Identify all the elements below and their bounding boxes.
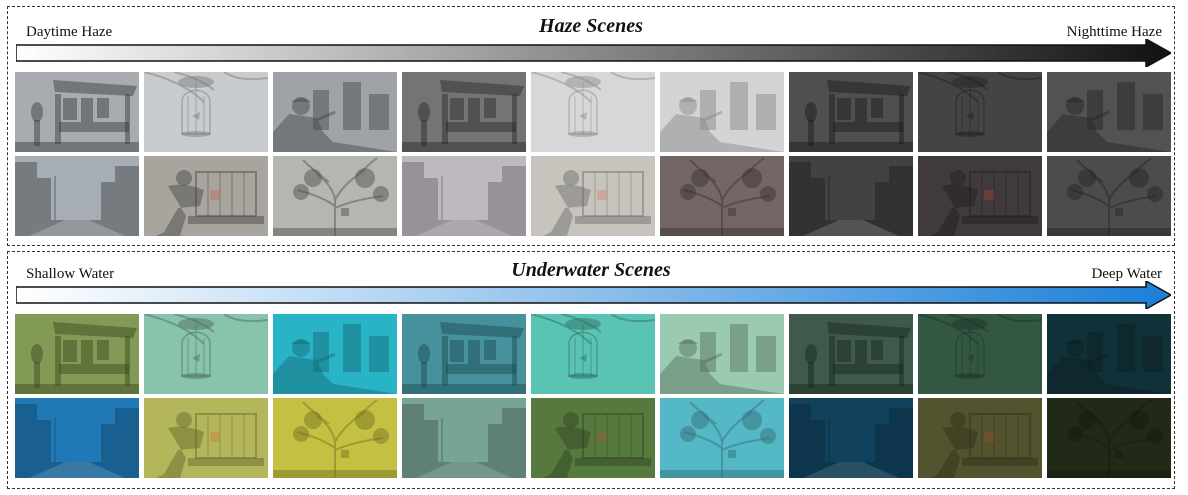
haze-image-1-3 [273, 72, 397, 152]
underwater-image-1-9 [1047, 314, 1171, 394]
underwater-image-2-7 [789, 398, 913, 478]
haze-image-2-8 [918, 156, 1042, 236]
haze-image-1-7 [789, 72, 913, 152]
underwater-image-2-2 [144, 398, 268, 478]
underwater-image-2-1 [15, 398, 139, 478]
underwater-image-1-1 [15, 314, 139, 394]
underwater-image-2-9 [1047, 398, 1171, 478]
underwater-image-1-2 [144, 314, 268, 394]
underwater-image-1-5 [531, 314, 655, 394]
haze-right-label: Nighttime Haze [1066, 24, 1162, 40]
underwater-image-2-5 [531, 398, 655, 478]
underwater-image-1-4 [402, 314, 526, 394]
underwater-scenes-panel: Underwater Scenes Shallow Water Deep Wat… [7, 251, 1175, 489]
water-right-label: Deep Water [1091, 266, 1162, 282]
underwater-row-2 [15, 398, 1171, 478]
underwater-title: Underwater Scenes [511, 259, 671, 281]
haze-image-1-2 [144, 72, 268, 152]
haze-image-1-6 [660, 72, 784, 152]
underwater-image-1-6 [660, 314, 784, 394]
underwater-image-1-3 [273, 314, 397, 394]
haze-scenes-panel: Haze Scenes Daytime Haze Nighttime Haze [7, 6, 1175, 246]
underwater-image-2-8 [918, 398, 1042, 478]
haze-image-2-7 [789, 156, 913, 236]
underwater-image-2-6 [660, 398, 784, 478]
haze-image-1-8 [918, 72, 1042, 152]
underwater-row-1 [15, 314, 1171, 394]
haze-image-2-6 [660, 156, 784, 236]
underwater-image-1-7 [789, 314, 913, 394]
haze-image-2-1 [15, 156, 139, 236]
underwater-image-2-4 [402, 398, 526, 478]
underwater-image-grid [15, 314, 1171, 482]
haze-image-2-4 [402, 156, 526, 236]
haze-left-label: Daytime Haze [26, 24, 113, 40]
water-left-label: Shallow Water [26, 266, 115, 282]
water-gradient-arrow [16, 281, 1171, 309]
underwater-image-2-3 [273, 398, 397, 478]
haze-image-1-1 [15, 72, 139, 152]
haze-row-2 [15, 156, 1171, 236]
haze-image-2-2 [144, 156, 268, 236]
haze-image-grid [15, 72, 1171, 240]
haze-gradient-arrow [16, 39, 1171, 67]
haze-image-1-4 [402, 72, 526, 152]
haze-row-1 [15, 72, 1171, 152]
haze-image-2-3 [273, 156, 397, 236]
haze-image-1-5 [531, 72, 655, 152]
haze-image-2-9 [1047, 156, 1171, 236]
haze-image-1-9 [1047, 72, 1171, 152]
haze-image-2-5 [531, 156, 655, 236]
underwater-image-1-8 [918, 314, 1042, 394]
haze-title: Haze Scenes [539, 15, 643, 37]
